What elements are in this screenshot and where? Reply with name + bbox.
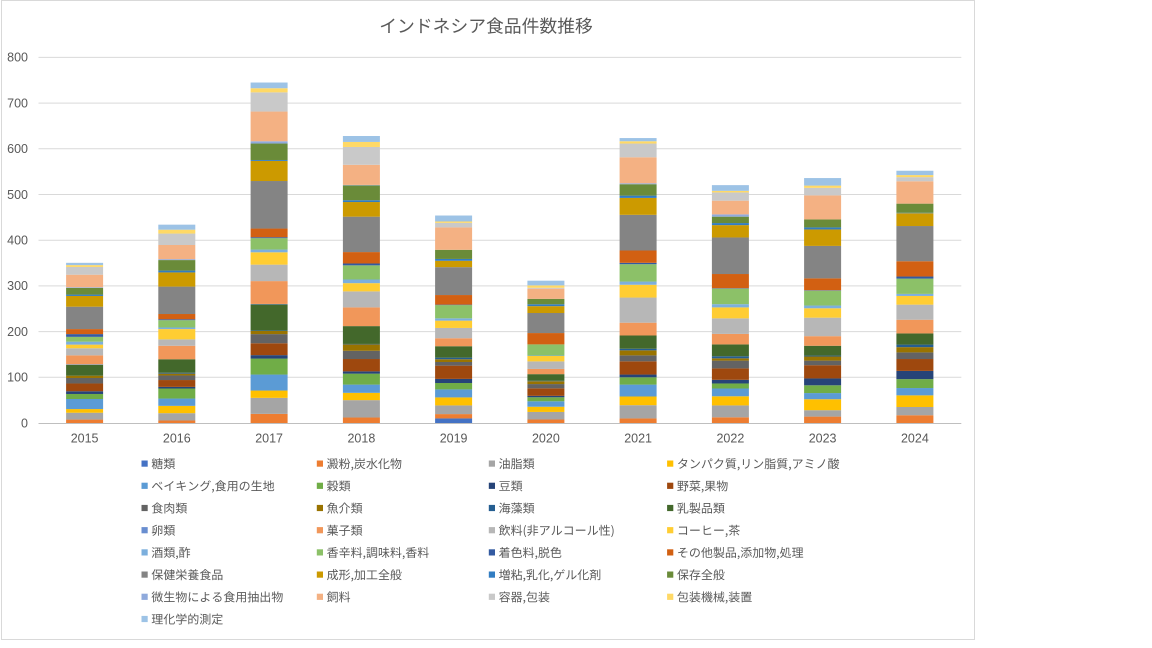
svg-text:500: 500 bbox=[7, 188, 28, 202]
svg-text:700: 700 bbox=[7, 96, 28, 110]
svg-text:2020: 2020 bbox=[532, 432, 560, 446]
svg-text:2024: 2024 bbox=[901, 432, 929, 446]
svg-text:2015: 2015 bbox=[71, 432, 99, 446]
svg-text:2022: 2022 bbox=[716, 432, 744, 446]
svg-text:2021: 2021 bbox=[624, 432, 652, 446]
svg-text:200: 200 bbox=[7, 325, 28, 339]
svg-text:2019: 2019 bbox=[440, 432, 468, 446]
svg-text:800: 800 bbox=[7, 51, 28, 65]
svg-text:2016: 2016 bbox=[163, 432, 191, 446]
svg-text:600: 600 bbox=[7, 142, 28, 156]
svg-text:0: 0 bbox=[21, 416, 28, 430]
svg-text:100: 100 bbox=[7, 371, 28, 385]
svg-text:2017: 2017 bbox=[255, 432, 283, 446]
svg-text:2018: 2018 bbox=[347, 432, 375, 446]
svg-text:2023: 2023 bbox=[809, 432, 837, 446]
svg-text:400: 400 bbox=[7, 234, 28, 248]
svg-text:300: 300 bbox=[7, 279, 28, 293]
